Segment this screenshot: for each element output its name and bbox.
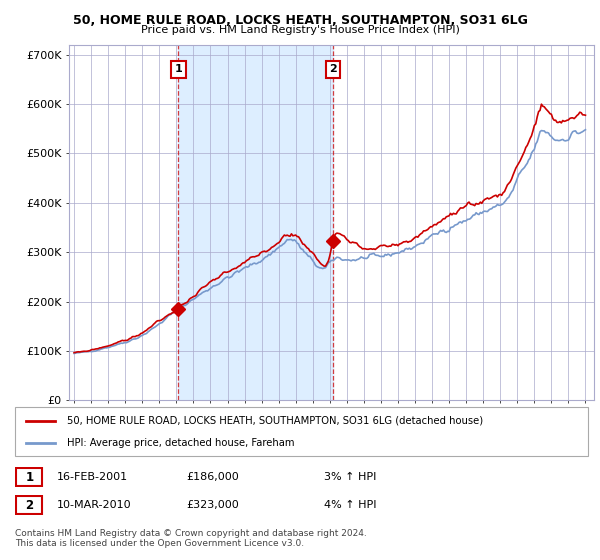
- Text: 50, HOME RULE ROAD, LOCKS HEATH, SOUTHAMPTON, SO31 6LG (detached house): 50, HOME RULE ROAD, LOCKS HEATH, SOUTHAM…: [67, 416, 482, 426]
- Text: 1: 1: [25, 470, 34, 484]
- FancyBboxPatch shape: [16, 468, 43, 486]
- Bar: [178, 45, 333, 400]
- FancyBboxPatch shape: [16, 496, 43, 514]
- Text: This data is licensed under the Open Government Licence v3.0.: This data is licensed under the Open Gov…: [15, 539, 304, 548]
- Text: 1: 1: [175, 64, 182, 74]
- Text: 2: 2: [25, 498, 34, 512]
- Text: £186,000: £186,000: [186, 472, 239, 482]
- Text: £323,000: £323,000: [186, 500, 239, 510]
- Text: 2: 2: [329, 64, 337, 74]
- Text: 16-FEB-2001: 16-FEB-2001: [57, 472, 128, 482]
- Text: 4% ↑ HPI: 4% ↑ HPI: [324, 500, 377, 510]
- FancyBboxPatch shape: [15, 407, 588, 456]
- Text: HPI: Average price, detached house, Fareham: HPI: Average price, detached house, Fare…: [67, 437, 294, 447]
- Text: 10-MAR-2010: 10-MAR-2010: [57, 500, 131, 510]
- Text: Price paid vs. HM Land Registry's House Price Index (HPI): Price paid vs. HM Land Registry's House …: [140, 25, 460, 35]
- Text: 3% ↑ HPI: 3% ↑ HPI: [324, 472, 376, 482]
- Text: 50, HOME RULE ROAD, LOCKS HEATH, SOUTHAMPTON, SO31 6LG: 50, HOME RULE ROAD, LOCKS HEATH, SOUTHAM…: [73, 14, 527, 27]
- Text: Contains HM Land Registry data © Crown copyright and database right 2024.: Contains HM Land Registry data © Crown c…: [15, 529, 367, 538]
